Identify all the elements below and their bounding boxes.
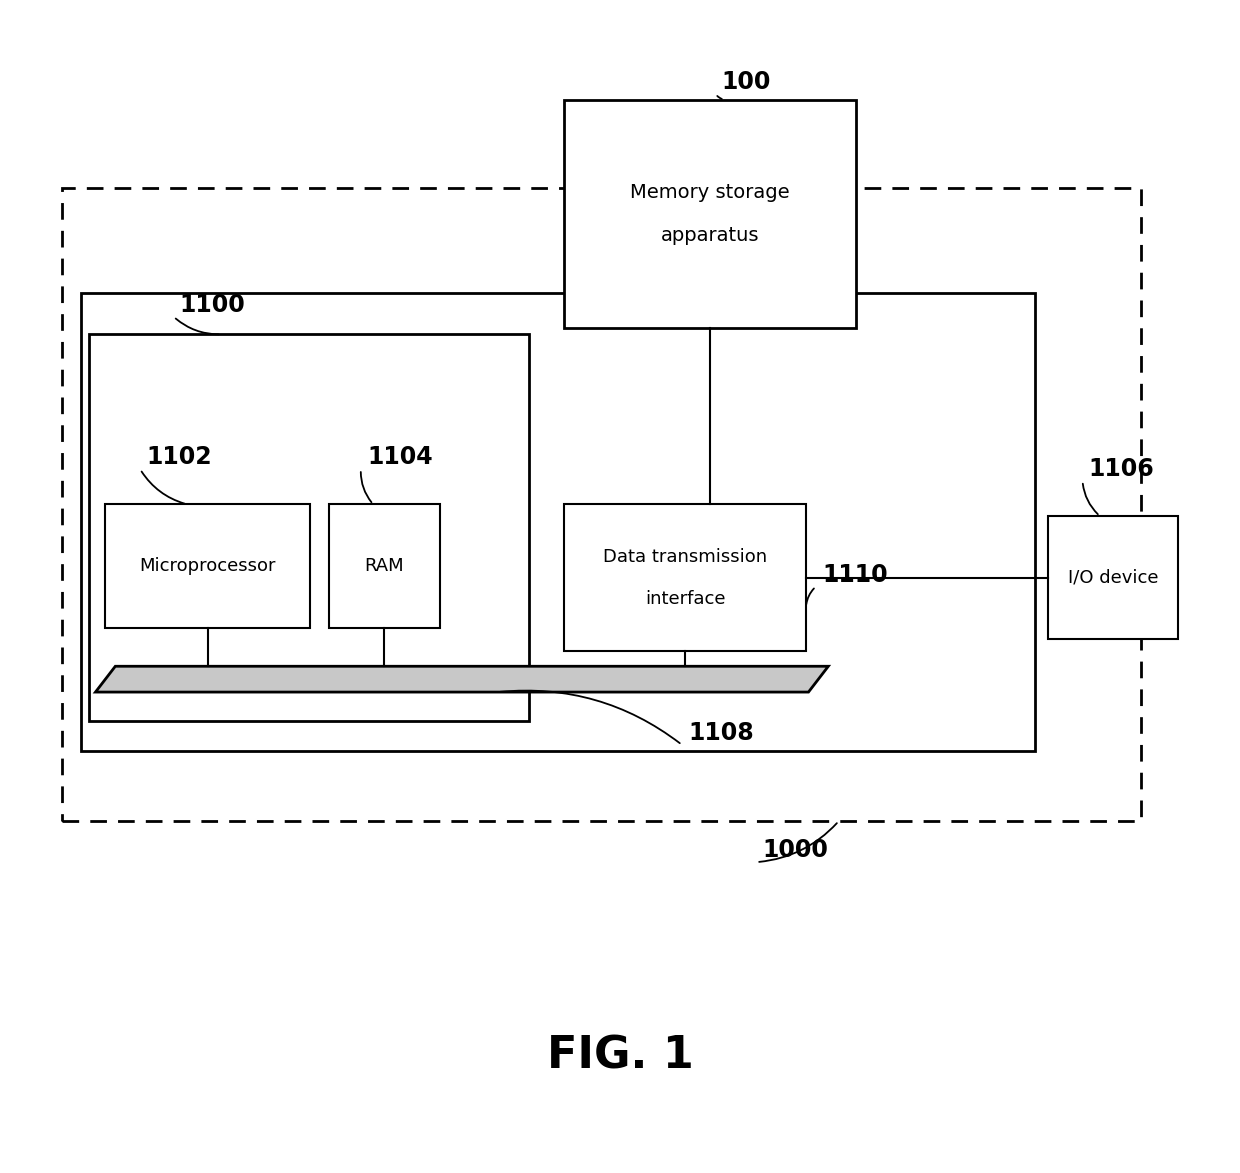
Bar bbox=[564, 504, 806, 651]
Text: 1104: 1104 bbox=[367, 446, 433, 469]
Bar bbox=[1048, 516, 1178, 639]
Text: Memory storage: Memory storage bbox=[630, 183, 790, 203]
Text: apparatus: apparatus bbox=[661, 225, 759, 245]
Text: 1108: 1108 bbox=[688, 721, 754, 745]
Bar bbox=[81, 293, 1035, 751]
Bar bbox=[105, 504, 310, 628]
Text: 1100: 1100 bbox=[180, 293, 246, 317]
Text: 1102: 1102 bbox=[146, 446, 212, 469]
Text: I/O device: I/O device bbox=[1068, 569, 1158, 586]
Text: Data transmission: Data transmission bbox=[603, 548, 768, 565]
Text: 1106: 1106 bbox=[1089, 457, 1154, 481]
Text: interface: interface bbox=[645, 590, 725, 608]
Text: 1110: 1110 bbox=[822, 563, 888, 586]
Text: RAM: RAM bbox=[365, 557, 404, 575]
Text: Microprocessor: Microprocessor bbox=[139, 557, 277, 575]
Bar bbox=[329, 504, 440, 628]
Polygon shape bbox=[95, 666, 828, 692]
Text: 1000: 1000 bbox=[763, 839, 828, 862]
Bar bbox=[62, 188, 1141, 821]
Text: 100: 100 bbox=[722, 70, 771, 94]
Text: FIG. 1: FIG. 1 bbox=[547, 1035, 693, 1077]
Bar bbox=[89, 334, 529, 721]
Bar bbox=[564, 100, 856, 328]
